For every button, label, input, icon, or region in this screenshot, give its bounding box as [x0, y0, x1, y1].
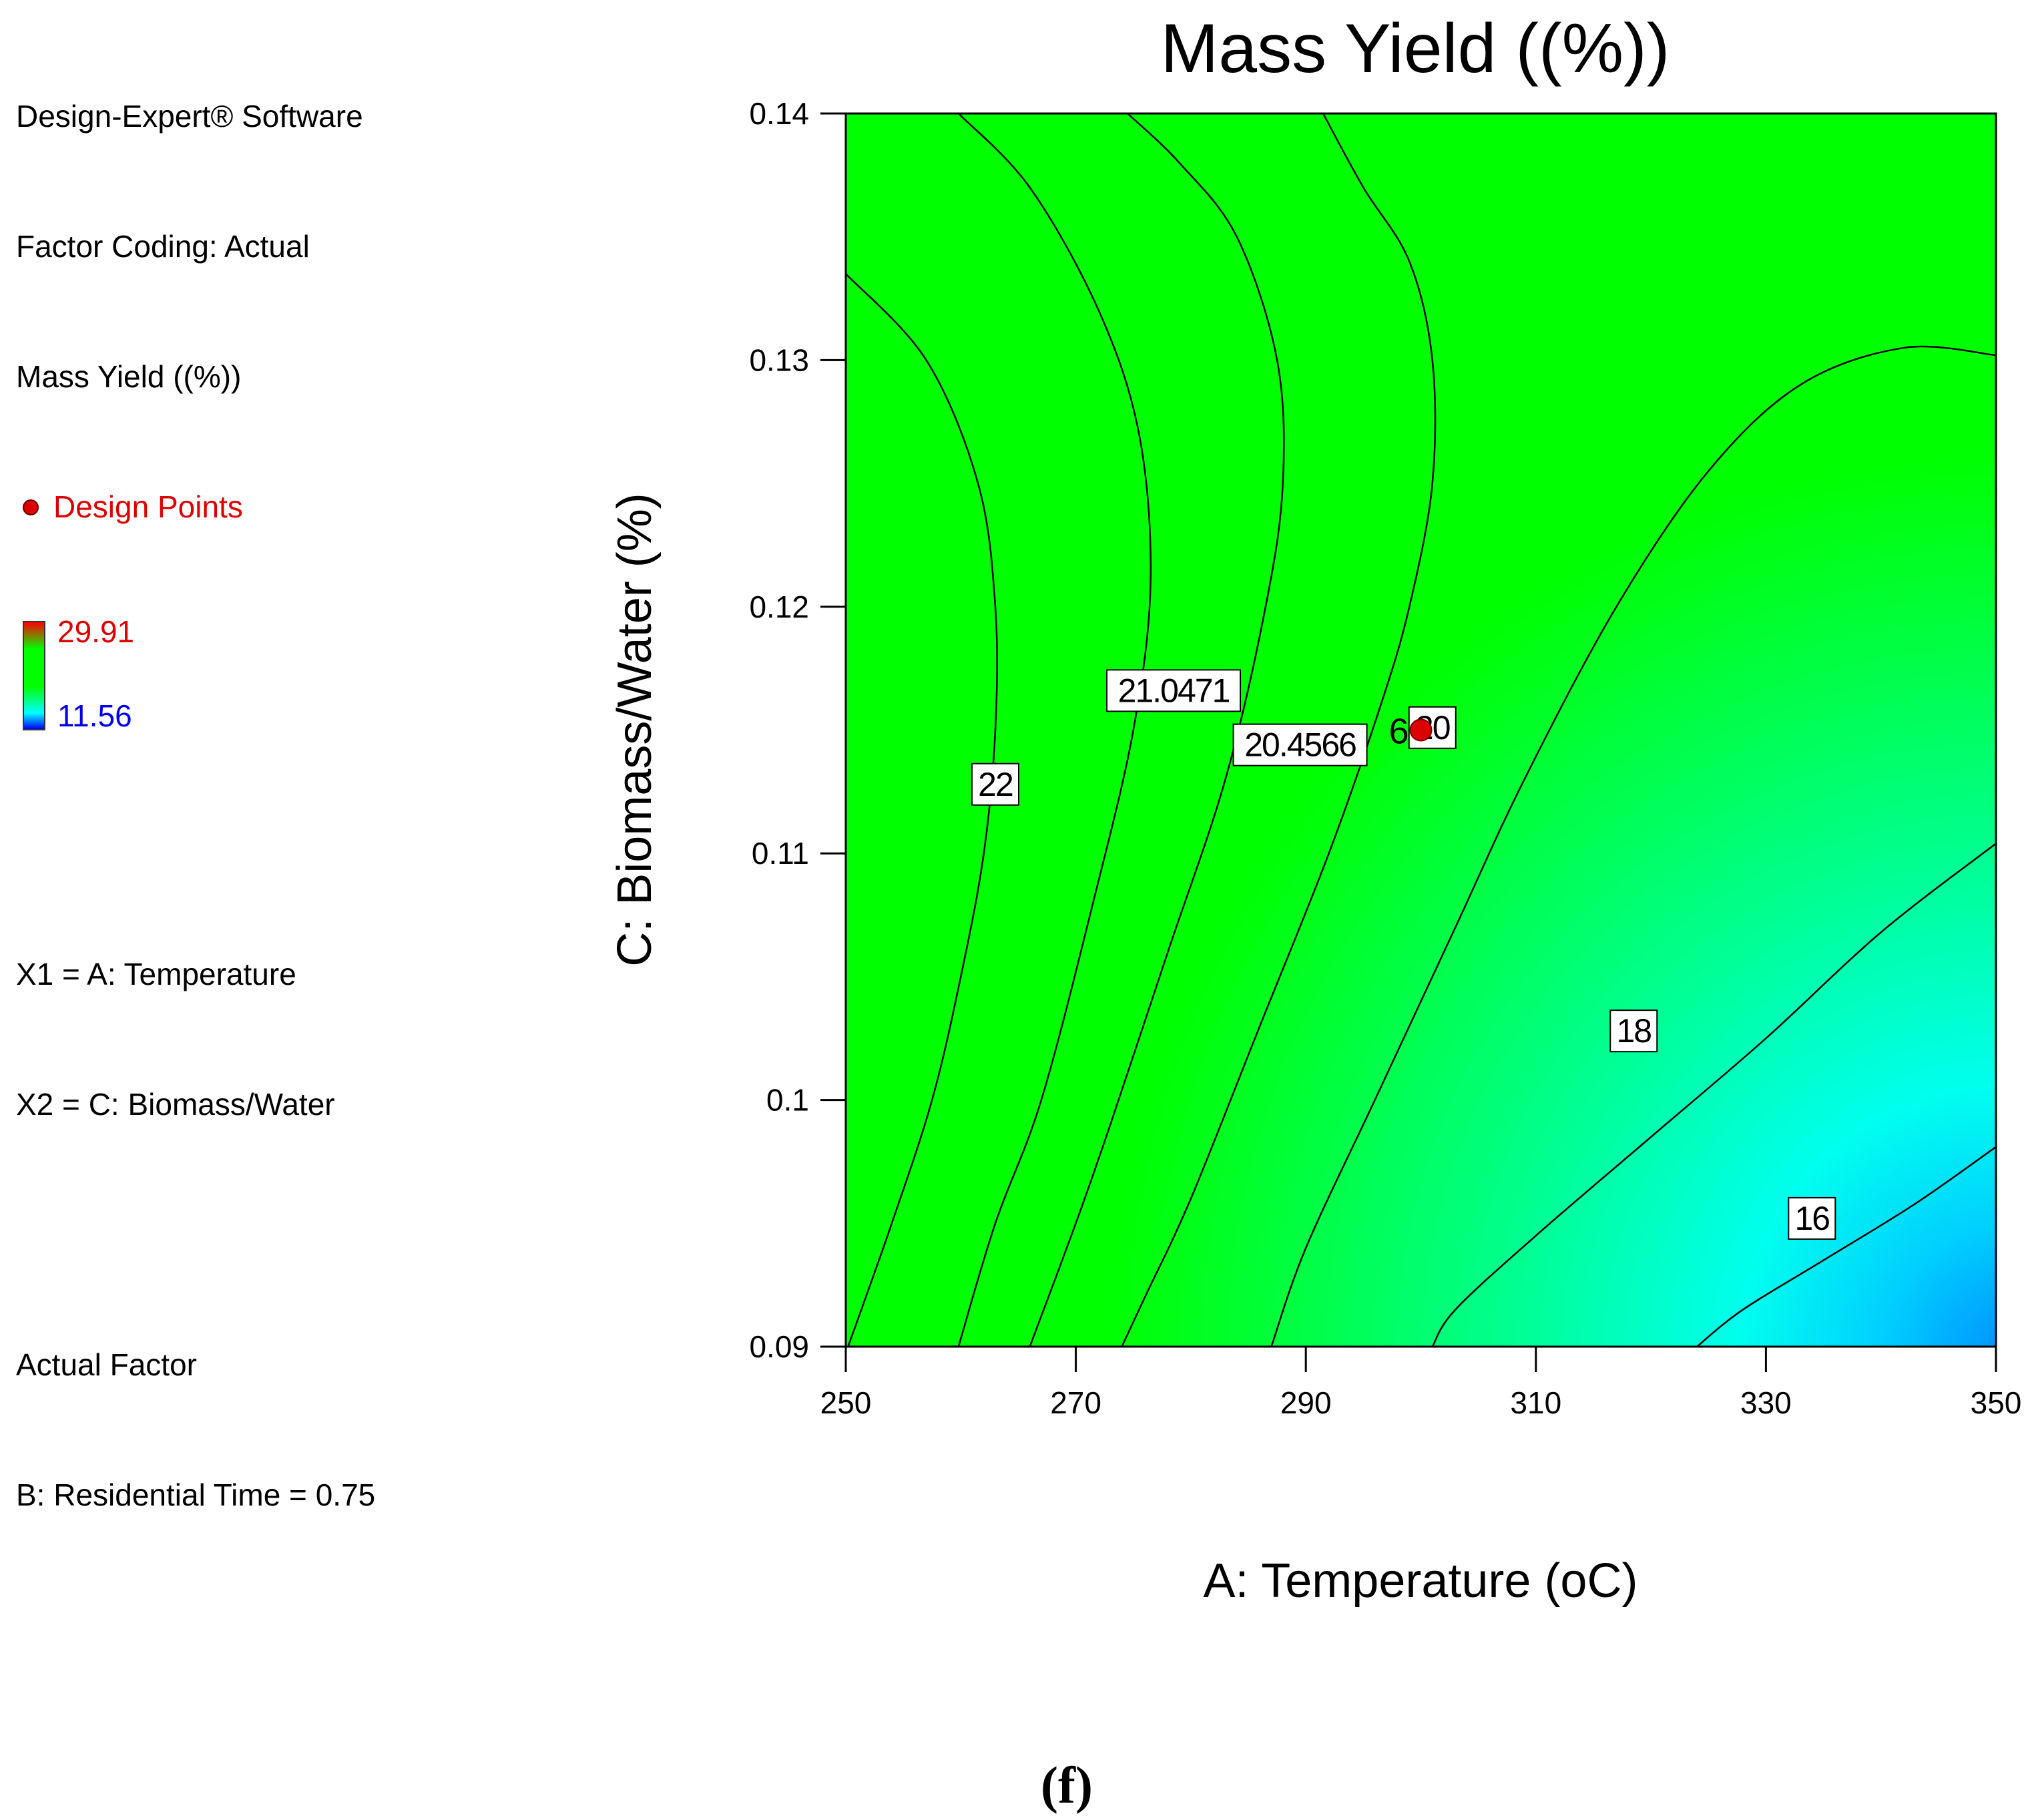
- contour-label-text: 20.4566: [1244, 726, 1356, 764]
- contour-label-21.0471: 21.0471: [1106, 669, 1242, 712]
- y-axis: 0.09 0.1 0.11 0.12 0.13 0.14: [749, 96, 846, 1364]
- x-axis-label: A: Temperature (oC): [1204, 1554, 1638, 1608]
- x-tick-label: 350: [1971, 1385, 2022, 1420]
- contour-label-box: [971, 762, 1019, 806]
- contour-line-5: [1431, 843, 1996, 1347]
- contour-label-text: 16: [1795, 1200, 1830, 1237]
- contour-label-box: [1106, 669, 1242, 712]
- x1-definition: X1 = A: Temperature: [16, 957, 296, 991]
- factor-coding: Factor Coding: Actual: [16, 229, 310, 264]
- design-points: 6: [1388, 712, 1433, 752]
- x-tick-label: 330: [1740, 1385, 1792, 1420]
- color-low-value: 11.56: [57, 698, 132, 733]
- color-scale: 29.91 11.56: [16, 614, 375, 736]
- contour-label-18: 18: [1609, 1009, 1658, 1053]
- x-tick-label: 250: [820, 1385, 872, 1420]
- plot-frame: [844, 112, 1997, 1348]
- actual-factor-value: B: Residential Time = 0.75: [16, 1477, 376, 1512]
- design-point-icon: [23, 499, 39, 515]
- color-bar: [23, 621, 45, 730]
- contour-label-20.4566: 20.4566: [1232, 723, 1368, 766]
- y-tick-label: 0.13: [749, 343, 809, 377]
- x-tick-label: 290: [1280, 1385, 1332, 1420]
- contour-label-text: 22: [978, 766, 1013, 803]
- y-tick-label: 0.1: [766, 1083, 809, 1118]
- chart-title: Mass Yield ((%)): [1161, 10, 1670, 87]
- design-points-label: Design Points: [53, 489, 243, 524]
- figure-label: (f): [1041, 1756, 1093, 1814]
- contour-line-6: [1696, 1146, 1996, 1347]
- y-tick-label: 0.09: [749, 1329, 809, 1364]
- response-name: Mass Yield ((%)): [16, 359, 242, 394]
- software-name: Design-Expert® Software: [16, 99, 363, 134]
- contour-line-2: [1029, 113, 1285, 1347]
- contour-label-text: 18: [1616, 1012, 1651, 1050]
- y-tick-label: 0.11: [752, 836, 809, 871]
- contour-label-box: [1788, 1196, 1836, 1240]
- color-high-value: 29.91: [57, 614, 135, 649]
- contour-label-text: 21.0471: [1118, 672, 1230, 709]
- contour-label-box: [1232, 723, 1368, 766]
- x2-definition: X2 = C: Biomass/Water: [16, 1087, 335, 1122]
- y-axis-label: C: Biomass/Water (%): [608, 493, 662, 966]
- contour-label-22: 22: [971, 762, 1019, 806]
- design-point-0: [1409, 718, 1433, 742]
- contour-label-16: 16: [1788, 1196, 1836, 1240]
- design-points-legend: Design Points: [16, 485, 375, 529]
- x-axis: 250 270 290 310 330 350: [820, 1347, 2022, 1420]
- y-tick-label: 0.14: [749, 96, 809, 131]
- x-tick-label: 270: [1050, 1385, 1101, 1420]
- x-tick-label: 310: [1510, 1385, 1561, 1420]
- design-point-count: 6: [1388, 712, 1409, 752]
- contour-line-3: [1121, 113, 1437, 1347]
- actual-factor-heading: Actual Factor: [16, 1347, 197, 1382]
- info-panel: Design-Expert® Software Factor Coding: A…: [16, 8, 375, 1560]
- contour-label-box: [1609, 1009, 1658, 1053]
- y-tick-label: 0.12: [749, 590, 809, 624]
- contour-line-4: [1270, 345, 1996, 1347]
